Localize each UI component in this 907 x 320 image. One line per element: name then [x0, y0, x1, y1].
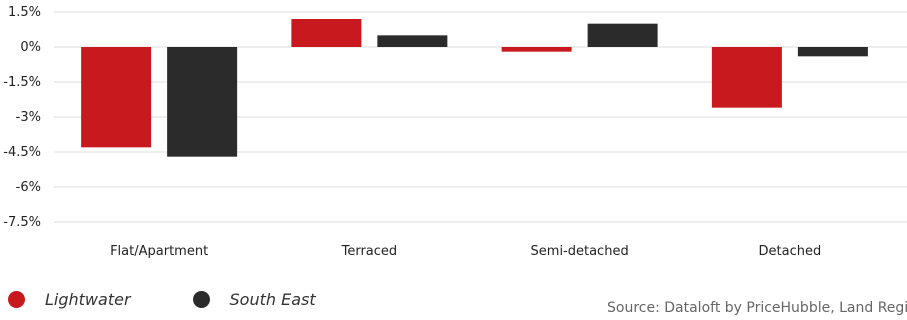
bar: [291, 19, 362, 47]
y-tick-label: 1.5%: [8, 5, 41, 20]
bar: [377, 35, 448, 47]
y-tick-label: -1.5%: [3, 75, 41, 90]
x-tick-label: Detached: [759, 244, 822, 259]
legend-marker-south-east: [192, 290, 210, 308]
bar: [81, 47, 152, 148]
bar: [587, 23, 658, 47]
x-tick-label: Flat/Apartment: [110, 244, 208, 259]
y-tick-label: 0%: [20, 40, 41, 55]
y-axis: 1.5% 0% -1.5% -3% -4.5% -6% -7.5%: [3, 5, 41, 230]
legend-item-south-east: South East: [192, 289, 316, 309]
x-axis: Flat/Apartment Terraced Semi-detached Detac…: [110, 244, 821, 259]
legend-label-south-east: South East: [229, 289, 316, 309]
legend: Lightwater South East: [8, 287, 378, 311]
x-tick-label: Terraced: [341, 244, 398, 259]
bar-chart: 1.5% 0% -1.5% -3% -4.5% -6% -7.5% Flat/Apartme…: [3, 5, 907, 259]
y-tick-label: -6%: [16, 180, 41, 195]
source-note: Source: Dataloft by PriceHubble, Land Re…: [607, 300, 907, 316]
legend-item-lightwater: Lightwater: [8, 290, 131, 309]
legend-marker-lightwater: [8, 290, 25, 308]
bar: [501, 47, 572, 52]
y-tick-label: -3%: [16, 110, 41, 125]
y-tick-label: -7.5%: [3, 215, 41, 230]
legend-label-lightwater: Lightwater: [45, 289, 131, 309]
bar: [167, 47, 238, 157]
y-tick-label: -4.5%: [3, 145, 41, 160]
bar: [797, 47, 868, 57]
bars: [81, 19, 868, 157]
bar: [711, 47, 782, 108]
x-tick-label: Semi-detached: [531, 244, 629, 259]
